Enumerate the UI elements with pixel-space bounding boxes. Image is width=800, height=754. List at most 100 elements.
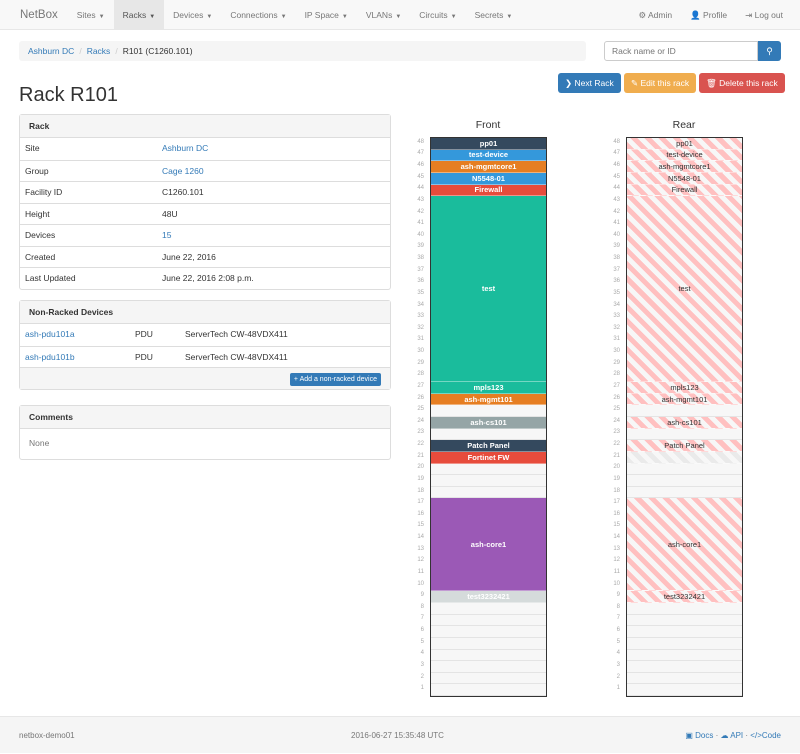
rack-unit[interactable] (627, 429, 742, 441)
unit-number: 47 (417, 150, 424, 157)
rack-unit[interactable] (627, 673, 742, 685)
rack-unit[interactable] (431, 615, 546, 627)
rack-device-front[interactable]: test3232421 (431, 591, 546, 603)
rack-device-rear[interactable] (627, 451, 742, 464)
rack-device-rear[interactable]: pp01 (627, 138, 742, 150)
rack-unit[interactable] (627, 615, 742, 627)
rack-device-front[interactable]: ash-mgmtcore1 (431, 161, 546, 173)
rack-device-front[interactable]: pp01 (431, 138, 546, 150)
rack-device-rear[interactable]: mpls123 (627, 382, 742, 394)
rack-unit[interactable] (627, 405, 742, 417)
rack-device-front[interactable]: mpls123 (431, 382, 546, 394)
delete-rack-button[interactable]: 🗑 Delete this rack (699, 73, 785, 93)
nav-sites[interactable]: Sites ▼ (68, 0, 114, 30)
delete-rack-label: Delete this rack (719, 78, 778, 88)
brand-logo[interactable]: NetBox (20, 8, 58, 21)
api-link[interactable]: ☁ API (720, 731, 743, 740)
nav-label: Circuits (419, 9, 448, 20)
attr-value[interactable]: 15 (162, 230, 172, 240)
rack-unit[interactable] (627, 661, 742, 673)
rack-device-front[interactable]: ash-core1 (431, 498, 546, 592)
attr-value[interactable]: Cage 1260 (162, 165, 204, 176)
nav-ip-space[interactable]: IP Space ▼ (296, 0, 357, 30)
rack-device-front[interactable]: test-device (431, 149, 546, 162)
edit-rack-button[interactable]: ✎ Edit this rack (624, 73, 697, 93)
page-title: Rack R101 (19, 84, 118, 106)
unit-number: 27 (613, 382, 620, 389)
nav-log-out[interactable]: ⇥ Log out (736, 0, 792, 30)
rack-front: pp01 test-device ash-mgmtcore1 N5548-01 Fire… (430, 137, 547, 697)
docs-link[interactable]: ▣ Docs (685, 731, 713, 740)
device-type: ServerTech CW-48VDX411 (185, 329, 288, 339)
nav-circuits[interactable]: Circuits ▼ (410, 0, 465, 30)
rack-unit[interactable] (431, 464, 546, 476)
unit-number: 15 (613, 522, 620, 529)
rack-device-front[interactable]: Fortinet FW (431, 451, 546, 464)
add-nonracked-label: Add a non-racked device (299, 376, 377, 383)
rack-unit[interactable] (431, 429, 546, 441)
rack-unit[interactable] (627, 638, 742, 650)
rack-unit[interactable] (627, 464, 742, 476)
rack-unit[interactable] (431, 650, 546, 662)
rack-unit[interactable] (627, 626, 742, 638)
rack-unit[interactable] (431, 684, 546, 696)
rack-unit[interactable] (627, 603, 742, 615)
search-input[interactable] (604, 41, 758, 61)
rack-unit[interactable] (627, 650, 742, 662)
next-rack-button[interactable]: ❯ Next Rack (558, 73, 621, 93)
rack-unit[interactable] (431, 638, 546, 650)
rack-device-rear[interactable]: Patch Panel (627, 440, 742, 452)
nav-secrets[interactable]: Secrets ▼ (466, 0, 522, 30)
rack-device-front[interactable]: Patch Panel (431, 440, 546, 452)
device-name: test-device (468, 150, 509, 160)
search-button[interactable]: ⚲ (758, 41, 781, 61)
breadcrumb-site[interactable]: Ashburn DC (28, 46, 75, 56)
rack-unit[interactable] (431, 661, 546, 673)
nav-connections[interactable]: Connections ▼ (221, 0, 295, 30)
rack-unit[interactable] (431, 475, 546, 487)
rack-device-rear[interactable]: ash-mgmt101 (627, 393, 742, 406)
rack-device-rear[interactable]: N5548-01 (627, 172, 742, 185)
unit-number: 48 (417, 138, 424, 145)
rack-unit[interactable] (431, 673, 546, 685)
device-link[interactable]: ash-pdu101a (25, 329, 75, 339)
unit-number: 46 (613, 162, 620, 169)
rack-device-rear[interactable]: ash-mgmtcore1 (627, 161, 742, 173)
nav-admin[interactable]: ⚙ Admin (629, 0, 681, 30)
unit-number: 12 (613, 557, 620, 564)
rack-unit[interactable] (431, 603, 546, 615)
rack-unit[interactable] (627, 684, 742, 696)
rack-unit[interactable] (627, 475, 742, 487)
nav-vlans[interactable]: VLANs ▼ (357, 0, 410, 30)
device-name: ash-cs101 (667, 417, 702, 427)
rack-device-front[interactable]: test (431, 196, 546, 383)
rack-unit[interactable] (431, 405, 546, 417)
unit-number: 2 (616, 673, 620, 680)
rack-device-front[interactable]: N5548-01 (431, 172, 546, 185)
rack-unit[interactable] (431, 626, 546, 638)
attr-value[interactable]: Ashburn DC (162, 143, 209, 153)
code-link[interactable]: </>Code (750, 731, 781, 740)
book-icon: ▣ (685, 731, 696, 740)
docs-label: Docs (695, 731, 714, 740)
rack-unit[interactable] (431, 487, 546, 499)
device-link[interactable]: ash-pdu101b (25, 351, 75, 362)
rack-device-rear[interactable]: ash-core1 (627, 498, 742, 592)
rack-device-rear[interactable]: test (627, 196, 742, 383)
unit-number: 31 (417, 336, 424, 343)
unit-number: 13 (613, 545, 620, 552)
rack-device-rear[interactable]: Firewall (627, 184, 742, 197)
rack-device-front[interactable]: Firewall (431, 184, 546, 197)
rack-device-front[interactable]: ash-mgmt101 (431, 393, 546, 406)
add-nonracked-button[interactable]: + Add a non-racked device (289, 373, 381, 386)
breadcrumb-racks[interactable]: Racks (86, 46, 111, 56)
rack-device-front[interactable]: ash-cs101 (431, 417, 546, 429)
rack-unit[interactable] (627, 487, 742, 499)
unit-number: 44 (417, 185, 424, 192)
nav-profile[interactable]: 👤 Profile (681, 0, 736, 30)
rack-device-rear[interactable]: ash-cs101 (627, 417, 742, 429)
nav-devices[interactable]: Devices ▼ (164, 0, 221, 30)
rack-device-rear[interactable]: test3232421 (627, 591, 742, 603)
nav-racks[interactable]: Racks ▼ (113, 0, 165, 30)
rack-device-rear[interactable]: test-device (627, 149, 742, 162)
